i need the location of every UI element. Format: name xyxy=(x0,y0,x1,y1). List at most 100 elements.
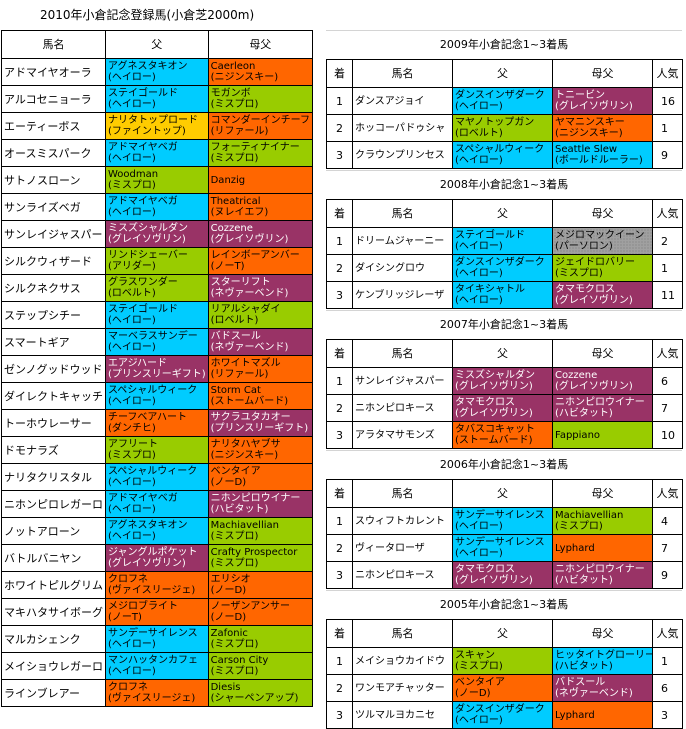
lineage-line: (ハビタット) xyxy=(555,408,613,419)
horse-name: ノットアローン xyxy=(1,517,106,545)
dam-sire-cell: バドスール (ネヴァーベンド) xyxy=(207,328,314,356)
sire-header: 父 xyxy=(452,619,553,648)
dam-sire-cell: Fappiano xyxy=(552,421,653,449)
sire-cell: サンデーサイレンス (ヘイロー) xyxy=(452,507,553,535)
sire-cell: サンデーサイレンス (ヘイロー) xyxy=(105,625,209,653)
horse-name-line: Zafonic xyxy=(210,628,248,639)
lineage-line: (ハビタット) xyxy=(555,575,613,586)
horse-name: サンレイジャスパー xyxy=(1,220,106,248)
dam-sire-cell: Theatrical (ヌレイエフ) xyxy=(207,193,314,221)
horse-name: ホッコーパドゥシャ xyxy=(352,114,453,142)
sire-cell: メジロブライト (ノーT) xyxy=(105,598,209,626)
horse-name-line: マンハッタンカフェ xyxy=(108,655,198,666)
rank: 2 xyxy=(326,114,353,142)
horse-name-line: リアルシャダイ xyxy=(210,304,281,315)
sire-cell: スキャン (ミスプロ) xyxy=(452,647,553,675)
horse-name-line: タマモクロス xyxy=(455,564,515,575)
rank: 3 xyxy=(326,141,353,169)
dam-sire-cell: Carson City (ミスプロ) xyxy=(207,652,314,680)
lineage-line: (ヘイロー) xyxy=(108,396,156,407)
table-row: マルカシェンク サンデーサイレンス (ヘイロー) Zafonic (ミスプロ) xyxy=(1,625,314,653)
lineage-line: (ノーD) xyxy=(455,688,491,699)
horse-name-line: スキャン xyxy=(455,650,495,661)
lineage-line: (ネヴァーベンド) xyxy=(555,688,633,699)
popularity: 11 xyxy=(652,281,683,309)
horse-name: メイショウレガーロ xyxy=(1,652,106,680)
horse-name-line: Danzig xyxy=(210,174,246,186)
dam-sire-cell: スターリフト (ネヴァーベンド) xyxy=(207,274,314,302)
horse-name-line: アグネスタキオン xyxy=(108,61,188,72)
section-title: 2007年小倉記念1~3着馬 xyxy=(326,310,682,339)
horse-name: ダンスアジョイ xyxy=(352,87,453,115)
popularity-header: 人気 xyxy=(652,59,683,88)
horse-name: ゼンノグッドウッド xyxy=(1,355,106,383)
dam-sire-cell: レインボーアンバー (ノーT) xyxy=(207,247,314,275)
lineage-line: (グレイソヴリン) xyxy=(455,381,533,392)
sire-header: 父 xyxy=(452,59,553,88)
lineage-line: (ヘイロー) xyxy=(108,99,156,110)
table-row: シルクウィザード リンドシェーバー (アリダー) レインボーアンバー (ノーT) xyxy=(1,247,314,275)
horse-name: シルクウィザード xyxy=(1,247,106,275)
horse-name-line: ミスズシャルダン xyxy=(455,370,535,381)
table-row: アドマイヤオーラ アグネスタキオン (ヘイロー) Caerleon (ニジンスキー) xyxy=(1,58,314,86)
sire-cell: ナリタトップロード (ファイントップ) xyxy=(105,112,209,140)
sire-cell: タマモクロス (グレイソヴリン) xyxy=(452,561,553,589)
horse-name-line: ベンタイア xyxy=(455,677,505,688)
horse-name: メイショウカイドウ xyxy=(352,647,453,675)
lineage-line: (ハビタット) xyxy=(210,504,269,515)
lineage-line: (ファイントップ) xyxy=(108,126,186,137)
horse-name-line: リンドシェーバー xyxy=(108,250,188,261)
horse-name-line: スペシャルウィーク xyxy=(108,466,198,477)
sire-cell: ジャングルポケット (グレイソヴリン) xyxy=(105,544,209,572)
horse-name-line: ジャングルポケット xyxy=(108,547,198,558)
sire-cell: タバスコキャット (ストームバード) xyxy=(452,421,553,449)
rank: 1 xyxy=(326,647,353,675)
horse-name: ホワイトピルグリム xyxy=(1,571,106,599)
table-row: 1 メイショウカイドウ スキャン (ミスプロ) ヒッタイトグローリー (ハビタット) 1 xyxy=(326,647,683,675)
horse-name-line: Seattle Slew xyxy=(555,144,618,155)
dam-sire-cell: タマモクロス (グレイソヴリン) xyxy=(552,281,653,309)
sire-cell: チーフベアハート (ダンチヒ) xyxy=(105,409,209,437)
table-row: スマートギア マーベラスサンデー (ヘイロー) バドスール (ネヴァーベンド) xyxy=(1,328,314,356)
dam-sire-cell: ニホンピロウイナー (ハビタット) xyxy=(207,490,314,518)
dam-sire-cell: Machiavellian (ミスプロ) xyxy=(207,517,314,545)
sire-cell: スペシャルウィーク (ヘイロー) xyxy=(105,382,209,410)
horse-name-line: コマンダーインチーフ xyxy=(210,115,311,126)
sire-cell: アドマイヤベガ (ヘイロー) xyxy=(105,139,209,167)
result-table: 着馬名父母父 人気 1 スウィフトカレント サンデーサイレンス (ヘイロー) Machiav… xyxy=(326,479,683,589)
section-title: 2005年小倉記念1~3着馬 xyxy=(326,590,682,619)
horse-name-line: Carson City xyxy=(210,655,269,666)
table-row: ゼンノグッドウッド エアジハード (プリンスリーギフト) ホワイトマズル (リファール) xyxy=(1,355,314,383)
sire-cell: アドマイヤベガ (ヘイロー) xyxy=(105,490,209,518)
lineage-line: (プリンスリーギフト) xyxy=(210,423,309,434)
sire-cell: ベンタイア (ノーD) xyxy=(452,674,553,702)
lineage-line: (ミスプロ) xyxy=(555,521,603,532)
lineage-line: (ヘイロー) xyxy=(455,521,503,532)
sire-cell: アグネスタキオン (ヘイロー) xyxy=(105,58,209,86)
dam-sire-cell: ナリタハヤブサ (ニジンスキー) xyxy=(207,436,314,464)
lineage-line: (ミスプロ) xyxy=(455,661,503,672)
lineage-line: (ニジンスキー) xyxy=(210,450,279,461)
table-row: エーティーボス ナリタトップロード (ファイントップ) コマンダーインチーフ (リファー… xyxy=(1,112,314,140)
dam-sire-cell: サクラユタカオー (プリンスリーギフト) xyxy=(207,409,314,437)
result-section: 2008年小倉記念1~3着馬着馬名父母父 人気 1 ドリームジャーニー ステイゴールド(… xyxy=(326,170,683,309)
lineage-line: (ダンチヒ) xyxy=(108,423,156,434)
result-section: 2006年小倉記念1~3着馬着馬名父母父 人気 1 スウィフトカレント サンデーサイレン… xyxy=(326,450,683,589)
lineage-line: (ストームバード) xyxy=(455,435,533,446)
rank: 2 xyxy=(326,534,353,562)
dam-sire-header: 母父 xyxy=(207,30,314,59)
dam-sire-cell: Seattle Slew (ボールドルーラー) xyxy=(552,141,653,169)
horse-name: オースミスパーク xyxy=(1,139,106,167)
lineage-line: (ノーD) xyxy=(210,612,247,623)
table-row: 1 スウィフトカレント サンデーサイレンス (ヘイロー) Machiavellian (ミ… xyxy=(326,507,683,535)
horse-name-line: Cozzene xyxy=(555,370,598,381)
table-row: トーホウレーサー チーフベアハート (ダンチヒ) サクラユタカオー (プリンスリーギフト… xyxy=(1,409,314,437)
horse-name: ニホンピロキース xyxy=(352,394,453,422)
horse-name-line: ミスズシャルダン xyxy=(108,223,188,234)
horse-name-header: 馬名 xyxy=(352,59,453,88)
section-title: 2006年小倉記念1~3着馬 xyxy=(326,450,682,479)
horse-name: マルカシェンク xyxy=(1,625,106,653)
sire-cell: ステイゴールド (ヘイロー) xyxy=(452,227,553,255)
popularity: 1 xyxy=(652,114,683,142)
lineage-line: (ヘイロー) xyxy=(455,548,503,559)
